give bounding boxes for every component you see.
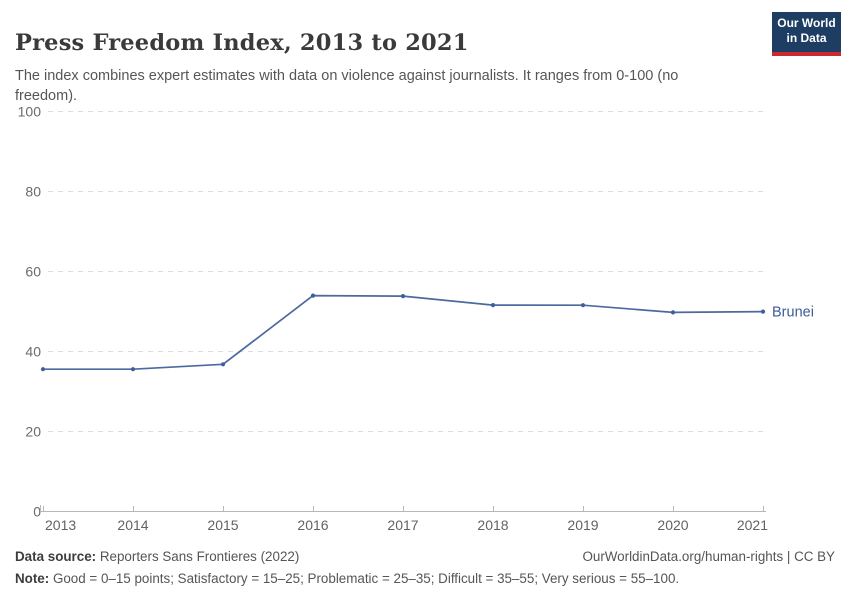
- chart-title: Press Freedom Index, 2013 to 2021: [15, 30, 469, 57]
- series-line[interactable]: [43, 294, 764, 371]
- data-point-marker[interactable]: [580, 303, 586, 308]
- data-point-marker[interactable]: [670, 310, 676, 315]
- owid-logo[interactable]: Our World in Data: [772, 12, 841, 56]
- y-tick-label: 20: [25, 424, 41, 440]
- data-point-marker[interactable]: [400, 294, 406, 299]
- y-tick-label: 80: [25, 184, 41, 200]
- owid-logo-line2: in Data: [786, 30, 827, 45]
- x-tick-label: 2015: [207, 517, 238, 533]
- data-point-marker[interactable]: [40, 367, 46, 372]
- data-point-marker[interactable]: [490, 303, 496, 308]
- x-tick-label: 2020: [657, 517, 688, 533]
- line-chart-canvas[interactable]: 0 20 40 60 80 100 2013 2014 2015 2016 2017 2018 2019…: [0, 95, 850, 540]
- data-point-marker[interactable]: [310, 293, 316, 298]
- note-label: Note:: [15, 571, 50, 586]
- data-source-value: Reporters Sans Frontieres (2022): [96, 549, 300, 564]
- x-tick-label: 2017: [387, 517, 418, 533]
- data-point-marker[interactable]: [220, 362, 226, 367]
- x-tick-label: 2013: [45, 517, 76, 533]
- note-value: Good = 0–15 points; Satisfactory = 15–25…: [49, 571, 680, 586]
- chart-footer: Data source: Reporters Sans Frontieres (…: [15, 548, 835, 588]
- x-tick-label: 2018: [477, 517, 508, 533]
- owid-logo-line1: Our World: [777, 16, 836, 30]
- data-point-marker[interactable]: [760, 309, 766, 314]
- x-tick-label: 2019: [567, 517, 598, 533]
- y-tick-label: 40: [25, 344, 41, 360]
- data-source-label: Data source:: [15, 549, 97, 564]
- attribution-link[interactable]: OurWorldinData.org/human-rights | CC BY: [582, 549, 835, 564]
- data-source-line: Data source: Reporters Sans Frontieres (…: [15, 548, 299, 566]
- x-tick-label: 2021: [737, 517, 768, 533]
- y-tick-label: 100: [18, 104, 42, 120]
- note-line: Note: Good = 0–15 points; Satisfactory =…: [15, 571, 679, 586]
- data-point-marker[interactable]: [130, 367, 136, 372]
- x-tick-label: 2014: [117, 517, 148, 533]
- entity-label[interactable]: Brunei: [772, 305, 814, 321]
- chart-subtitle: The index combines expert estimates with…: [15, 67, 679, 105]
- x-tick-label: 2016: [297, 517, 328, 533]
- y-tick-label: 60: [25, 264, 41, 280]
- y-tick-label: 0: [33, 504, 41, 520]
